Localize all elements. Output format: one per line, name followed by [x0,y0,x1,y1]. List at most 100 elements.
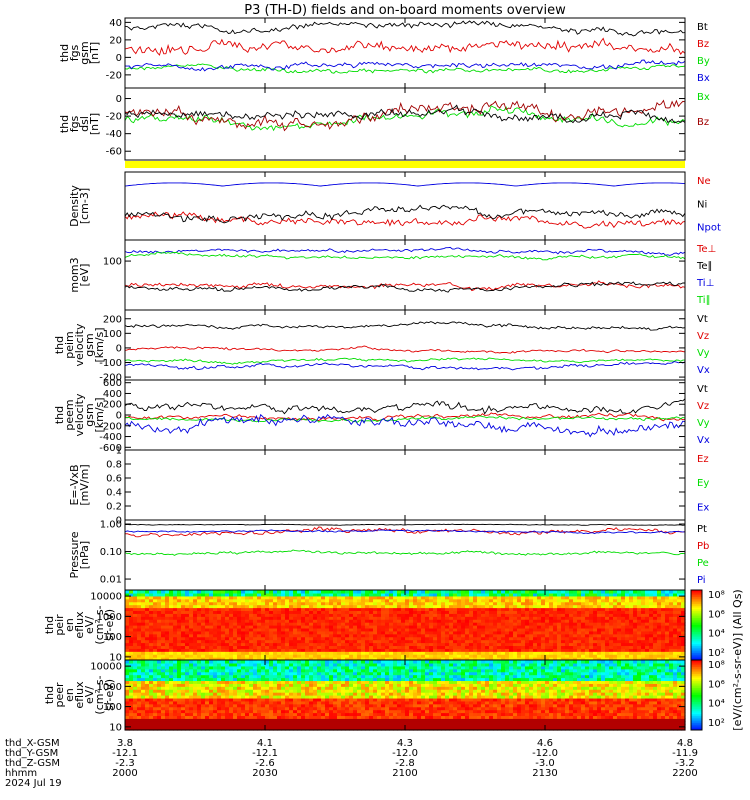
ylabel-temp: mom3[eV] [68,257,91,292]
ytick-label: 10000 [90,592,122,603]
colorbar-tick: 10⁸ [708,590,725,601]
date-label: 2024 Jul 19 [5,778,62,789]
ylabel-line: thd [43,616,56,634]
xtick-value: -3.0 [535,758,555,769]
ytick-label: 1000 [97,682,122,693]
series-fgs_gsm-Bz [124,37,686,56]
series-density-Ni [124,204,686,224]
xtick-value: 4.1 [257,738,273,749]
ylabel-pressure: Pressure[nPa] [68,531,91,578]
colorbar-tick: 10⁴ [708,629,725,640]
ylabel-line: eV/ [83,686,96,704]
legend-efield-Ey: Ey [697,478,709,489]
ylabel-line: eflux [73,681,86,709]
xtick-value: -12.0 [392,748,418,759]
ylabel-line: thd [53,336,66,354]
yellow-quality-band [125,161,685,168]
legend-fgs_dsl-Bx: Bx [697,92,710,103]
series-peim_v-Vt [124,321,686,331]
panel-peim_v: -200-1000100200thdpeimvelocitygsm[km/s]V… [53,309,710,384]
ylabel-line: [mV/m] [78,464,91,505]
ytick-label: -200 [99,421,122,432]
legend-efield-Ex: Ex [697,502,709,513]
legend-pressure-Pt: Pt [697,524,707,535]
colorbar-tick: 10⁶ [708,609,725,620]
series-peim_v-Vy [124,357,685,365]
colorbar-tick: 10⁴ [708,699,725,710]
ytick-label: -20 [106,70,122,81]
series-temp-Ti∥ [124,251,686,261]
xtick-value: -2.6 [255,758,275,769]
series-peem_v-Vt [124,398,686,415]
xtick-value: 2100 [392,768,417,779]
ylabel-line: thd [58,44,71,62]
ylabel-line: [nT] [88,42,101,64]
ytick-label: 0 [116,516,122,527]
ylabel-line: [km/s] [93,397,106,432]
xtick-value: 2200 [672,768,697,779]
legend-peim_v-Vz: Vz [697,331,709,342]
ylabel-line: eflux [73,611,86,639]
series-pressure-Pi [124,529,685,534]
ytick-label: -600 [99,443,122,454]
series-peem_v-Vx [124,413,686,438]
series-fgs_dsl-trace2 [124,104,686,124]
panel-peir: 10 100 1000 10000 thdpeirenefluxeV/(cm²-s-sr… [43,589,686,663]
legend-peem_v-Vy: Vy [697,418,710,429]
ytick-label: 100 [103,257,122,268]
xaxis-row-label: thd_Y-GSM [5,748,58,759]
xaxis-row-label: hhmm [5,768,37,779]
xtick-value: -2.3 [115,758,135,769]
legend-peem_v-Vx: Vx [697,435,710,446]
series-density-Npot [124,182,686,187]
series-pressure-Pe [124,549,686,556]
ytick-label: -60 [106,147,122,158]
ytick-label: 0.6 [106,474,122,485]
ylabel-line: fgs [68,44,81,61]
frame-density [124,171,686,241]
colorbar-tick: 10² [708,648,725,659]
series-peim_v-Vz [124,345,686,354]
ylabel-line: [km/s] [93,327,106,362]
xtick-value: -11.9 [672,748,698,759]
ylabel-line: [nT] [88,113,101,135]
legend-peim_v-Vy: Vy [697,348,710,359]
plot-title: P3 (TH-D) fields and on-board moments ov… [244,3,566,18]
ylabel-line: peem [63,399,76,430]
ytick-label: 10000 [90,662,122,673]
panel-density: Density[cm-3] Ne Ni Npot [68,171,721,241]
ytick-label: 0.2 [106,502,122,513]
series-density-Ne [124,211,686,229]
series-temp-Te∥ [124,281,686,293]
ylabel-line: thd [43,686,56,704]
ytick-label: 400 [103,389,122,400]
ytick-label: 1 [116,446,122,457]
ylabel-line: (cm²-s- [93,675,106,714]
series-fgs_gsm-Bt [124,20,686,37]
ylabel-line: eV/ [83,616,96,634]
ylabel-line: fgs [68,115,81,132]
ytick-label: 200 [103,314,122,325]
series-fgs_dsl-Bz [124,99,686,132]
frame-peem_v [124,379,686,451]
ylabel-line: [eV] [78,264,91,287]
spectrogram-peir [125,590,686,661]
ytick-label: 1.00 [100,520,122,531]
ylabel-density: Density[cm-3] [68,185,91,227]
panel-efield: 0 0.2 0.4 0.6 0.8 1 E=-VxB[mV/m] Ez Ey Ex [68,446,709,527]
ylabel-line: Pressure [68,531,81,578]
xtick-value: -2.8 [395,758,415,769]
ytick-label: 1000 [97,612,122,623]
ylabel-line: gsm [83,403,96,426]
ytick-label: -400 [99,432,122,443]
